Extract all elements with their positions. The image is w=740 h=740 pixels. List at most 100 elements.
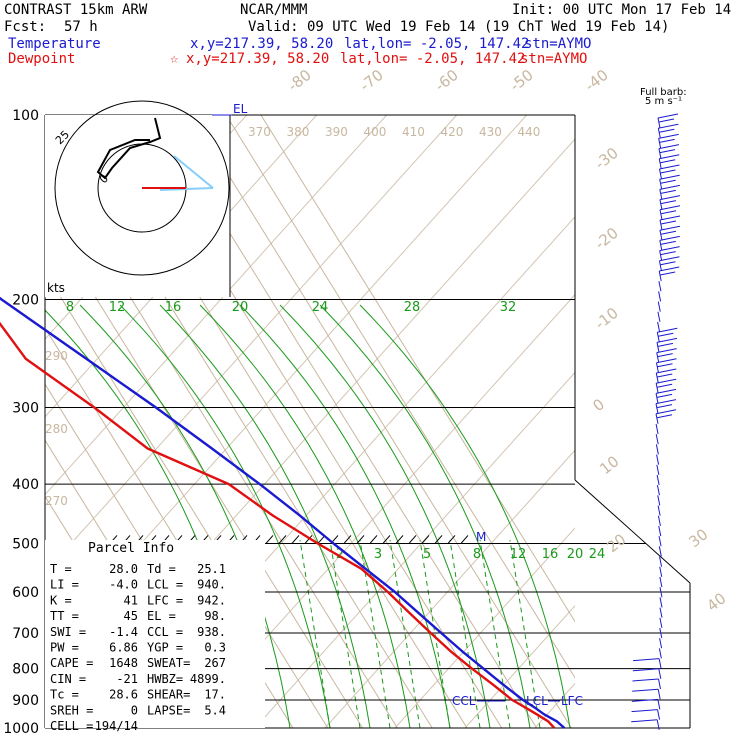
dewpoint-loc: x,y=217.39, 58.20 xyxy=(186,51,330,67)
hatch-mark xyxy=(434,535,443,544)
wind-barb-flag xyxy=(658,118,675,123)
hatch-mark xyxy=(291,535,300,544)
parcel-param-value: 5.4 xyxy=(204,703,226,717)
wind-barb xyxy=(658,260,662,271)
wind-barb-flag xyxy=(660,200,677,205)
wind-barb xyxy=(656,719,660,730)
wind-barb xyxy=(657,321,661,333)
moist-adiabats xyxy=(45,304,571,728)
parcel-param-value: 28.6 xyxy=(109,688,138,702)
wind-barb xyxy=(659,566,663,577)
isotherm-line xyxy=(225,115,575,679)
mixing-ratio-line xyxy=(449,539,481,728)
parcel-param-value: 0 xyxy=(131,703,138,717)
parcel-param-name: CELL = xyxy=(50,719,93,733)
isotherm-label: -40 xyxy=(581,66,611,95)
dry-adiabat-line xyxy=(45,115,458,574)
wind-barb xyxy=(657,709,661,720)
wind-barb-flag xyxy=(659,128,675,133)
wind-barbs: Full barb:5 m s⁻¹ xyxy=(631,87,687,730)
mixing-ratio-label: 12 xyxy=(510,547,527,562)
parcel-param-value: 938. xyxy=(197,625,226,639)
dewpoint-latlon: lat,lon= -2.05, 147.42 xyxy=(340,51,526,67)
wind-barb xyxy=(659,587,663,598)
el-label: EL xyxy=(233,102,248,116)
wind-barb-flag xyxy=(658,133,679,139)
pressure-tick-label: 200 xyxy=(12,293,39,309)
wind-barb-flag xyxy=(660,220,677,225)
wind-barb-flag xyxy=(656,348,677,354)
parcel-panel-background xyxy=(45,540,265,728)
wind-key-units: 5 m s⁻¹ xyxy=(645,96,682,107)
wind-barb-flag xyxy=(656,404,673,409)
mixing-ratio-label: 2 xyxy=(336,547,344,562)
wind-barb-flag xyxy=(657,353,673,358)
pressure-tick-label: 1000 xyxy=(3,721,39,737)
hatch-mark xyxy=(447,535,456,544)
fcst-value: 57 h xyxy=(64,19,98,35)
wind-barb xyxy=(659,607,663,618)
parcel-param-name: HWBZ= xyxy=(147,672,183,686)
wind-barb-flag xyxy=(656,414,673,419)
mixing-ratio-label: 5 xyxy=(423,547,431,562)
wind-barb xyxy=(659,597,663,608)
parcel-param-value: 17. xyxy=(204,688,226,702)
isotherm-label: 10 xyxy=(596,452,622,478)
wind-barb-flag xyxy=(659,174,680,180)
isotherm-label: -80 xyxy=(284,66,314,95)
temperature-loc: x,y=217.39, 58.20 xyxy=(190,36,334,52)
wind-barb xyxy=(655,372,659,384)
wind-barb xyxy=(659,250,663,261)
parcel-param-value: 194/14 xyxy=(95,719,138,733)
mixing-ratio-label: 20 xyxy=(567,547,584,562)
wind-barb-flag xyxy=(657,373,673,378)
wind-barb xyxy=(658,291,662,302)
wind-barb xyxy=(657,689,661,700)
isotherm-label: -30 xyxy=(591,144,621,173)
wind-barb-flag xyxy=(659,235,680,241)
wind-barb-flag xyxy=(658,123,679,129)
mixing-ratio-line xyxy=(329,539,361,728)
wind-barb-flag xyxy=(660,159,676,164)
wind-barb-flag xyxy=(660,189,676,194)
theta-label: 410 xyxy=(402,125,425,139)
wind-barb-flag xyxy=(660,240,676,245)
pressure-tick-label: 800 xyxy=(12,662,39,678)
wind-barb xyxy=(659,199,663,210)
wind-barb xyxy=(658,546,662,557)
lcl-label: LCL xyxy=(526,694,548,708)
lfc-label: LFC xyxy=(561,694,583,708)
hatch-mark xyxy=(369,535,378,544)
hatch-mark xyxy=(304,535,313,544)
pressure-tick-label: 100 xyxy=(12,108,39,124)
parcel-param-value: 4899. xyxy=(190,672,226,686)
theta-label: 270 xyxy=(45,494,68,508)
temperature-stn: stn=AYMO xyxy=(524,36,592,52)
parcel-param-name: EL = xyxy=(147,609,176,623)
wind-barb xyxy=(657,495,661,506)
parcel-param-value: 25.1 xyxy=(197,562,226,576)
wind-barb xyxy=(658,281,662,292)
hatch-mark xyxy=(278,535,287,544)
wind-barb xyxy=(655,393,659,404)
wind-barb xyxy=(657,128,661,139)
wind-barb-flag xyxy=(631,709,658,713)
hatch-mark xyxy=(356,535,365,544)
wind-barb xyxy=(658,658,662,669)
parcel-info-panel: Parcel Info T = 28.0 Td = 25.1 LI = -4.0 LCL = 9… xyxy=(45,540,265,733)
parcel-param-name: SWEAT= xyxy=(147,656,190,670)
theta-label: 390 xyxy=(325,125,348,139)
wind-barb-flag xyxy=(657,363,673,368)
moist-adiabat-line xyxy=(119,304,331,728)
wind-barb xyxy=(659,576,663,588)
wind-barb-flag xyxy=(660,251,676,256)
dry-adiabat-line xyxy=(254,371,575,728)
moist-adiabat-line xyxy=(159,304,371,728)
hatch-mark xyxy=(460,535,469,544)
parcel-param-value: -1.4 xyxy=(109,625,138,639)
wind-barb-flag xyxy=(660,179,676,184)
parcel-param-name: YGP = xyxy=(147,641,183,655)
theta-label: 430 xyxy=(479,125,502,139)
